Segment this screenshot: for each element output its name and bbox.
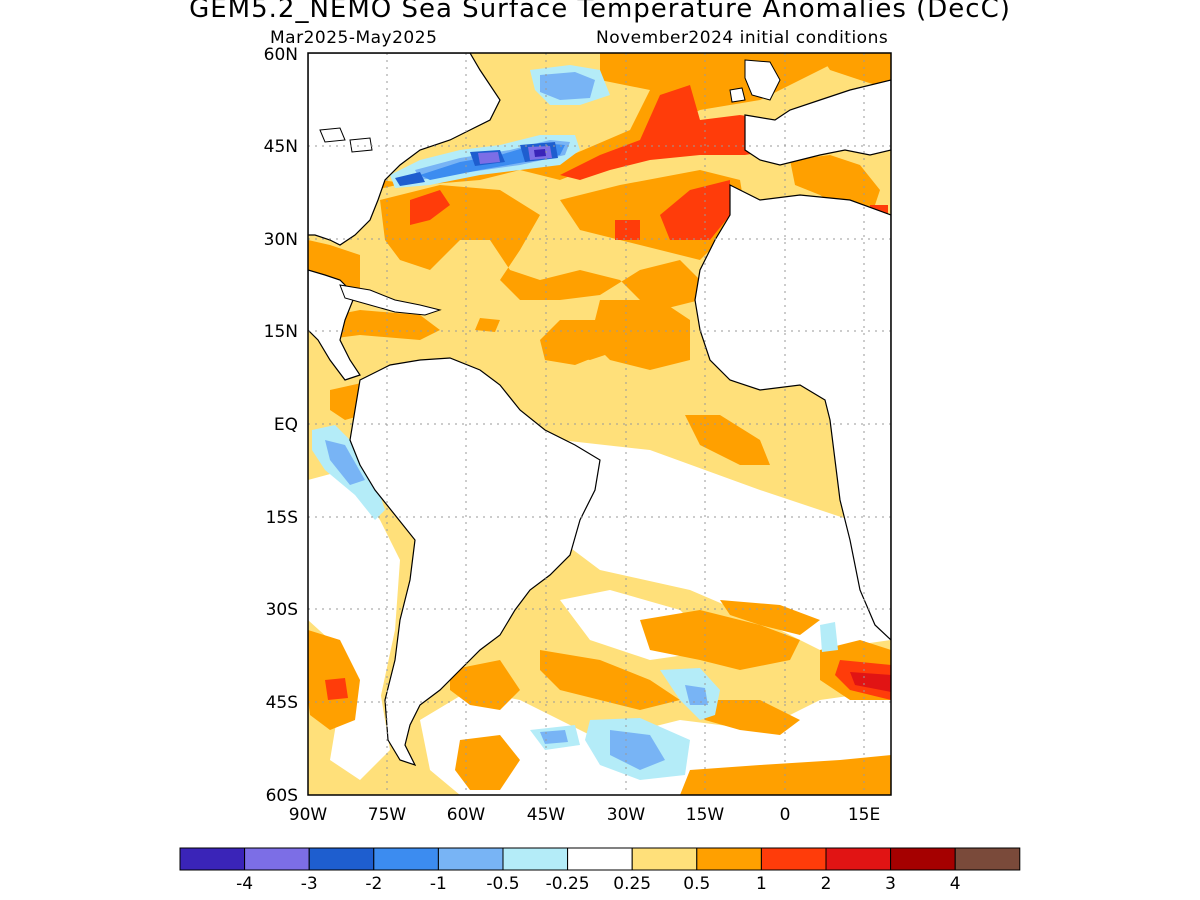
lat-tick-label: 45N (264, 137, 298, 157)
colorbar-swatch (244, 847, 310, 871)
colorbar-swatch (890, 847, 956, 871)
colorbar-label: 3 (885, 874, 896, 894)
lon-tick-label: 60W (447, 805, 486, 825)
colorbar-swatch (696, 847, 762, 871)
colorbar-swatch (308, 847, 375, 871)
lon-tick-label: 15E (848, 805, 880, 825)
lat-tick-label: 60N (264, 45, 298, 65)
colorbar-swatch (502, 847, 569, 871)
lon-tick-label: 75W (368, 805, 407, 825)
map-title: GEM5.2_NEMO Sea Surface Temperature Anom… (189, 0, 1011, 24)
anomaly-field (308, 53, 891, 795)
colorbar-label: -1 (430, 874, 447, 894)
lat-tick-label: 30S (266, 600, 298, 620)
colorbar: -4 -3 -2 -1 -0.5 -0.25 0.25 0.5 1 2 3 4 (179, 847, 1021, 894)
colorbar-label: 4 (950, 874, 961, 894)
colorbar-label: 0.25 (613, 874, 651, 894)
forecast-period: Mar2025-May2025 (270, 28, 438, 48)
colorbar-label: -0.5 (486, 874, 519, 894)
lat-tick-label: EQ (274, 415, 298, 435)
colorbar-swatch (760, 847, 827, 871)
colorbar-swatch (567, 847, 633, 871)
colorbar-swatch (437, 847, 504, 871)
colorbar-label: -2 (365, 874, 382, 894)
lat-tick-label: 60S (266, 786, 298, 806)
colorbar-swatch (825, 847, 892, 871)
lat-tick-label: 45S (266, 693, 298, 713)
lon-tick-label: 90W (289, 805, 328, 825)
colorbar-label: -3 (301, 874, 318, 894)
lon-tick-label: 0 (780, 805, 791, 825)
lat-tick-label: 30N (264, 230, 298, 250)
colorbar-swatch (631, 847, 698, 871)
colorbar-swatch (954, 847, 1021, 871)
map-frame (307, 52, 892, 796)
colorbar-label: -4 (236, 874, 253, 894)
graticule (308, 53, 891, 795)
lat-tick-label: 15N (264, 322, 298, 342)
lon-tick-label: 15W (686, 805, 725, 825)
colorbar-label: 1 (756, 874, 767, 894)
colorbar-label: 0.5 (683, 874, 710, 894)
colorbar-label: -0.25 (546, 874, 590, 894)
colorbar-swatch (373, 847, 439, 871)
lon-tick-label: 45W (527, 805, 566, 825)
colorbar-swatch (179, 847, 246, 871)
lon-tick-label: 30W (607, 805, 646, 825)
lat-tick-label: 15S (266, 508, 298, 528)
colorbar-label: 2 (821, 874, 832, 894)
initial-conditions: November2024 initial conditions (596, 28, 889, 48)
